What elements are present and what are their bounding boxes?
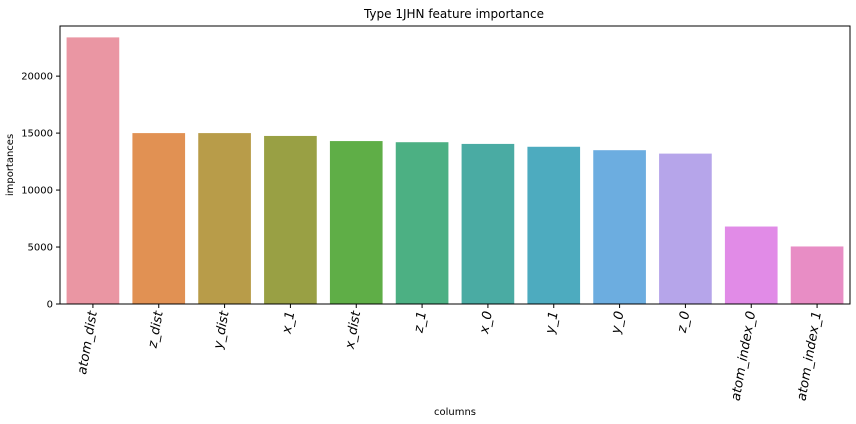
bar-y-dist bbox=[198, 133, 251, 304]
y-tick-label: 20000 bbox=[21, 72, 53, 83]
bar-x-dist bbox=[329, 141, 383, 304]
y-tick-label: 0 bbox=[47, 300, 53, 311]
x-tick-label: y_dist bbox=[211, 309, 233, 351]
x-tick-label: z_1 bbox=[411, 310, 430, 335]
plot-frame bbox=[59, 25, 851, 305]
x-tick-label: x_1 bbox=[280, 310, 299, 336]
x-axis-label: columns bbox=[434, 407, 476, 418]
x-axis-ticks: atom_dist z_dist y_dist x_1 x_dist z_1 x_0 y_1 y… bbox=[75, 304, 825, 402]
bar-atom-index-1 bbox=[790, 246, 844, 304]
x-tick-label: atom_index_0 bbox=[729, 310, 760, 402]
bar-atom-index-0 bbox=[724, 226, 778, 304]
x-tick-label: y_1 bbox=[543, 310, 562, 336]
x-tick-label: x_dist bbox=[343, 309, 365, 351]
bar-atom-dist bbox=[66, 37, 120, 305]
bar-z-dist bbox=[132, 133, 186, 304]
chart-title: Type 1JHN feature importance bbox=[363, 7, 544, 21]
bar-x-0 bbox=[461, 143, 515, 304]
x-tick-label: x_0 bbox=[477, 310, 496, 336]
x-tick-label: y_0 bbox=[609, 310, 628, 336]
bar-y-0 bbox=[593, 150, 646, 304]
y-axis-label: importances bbox=[5, 134, 16, 196]
bar-y-1 bbox=[527, 146, 581, 304]
y-axis-ticks: 0 5000 10000 15000 20000 bbox=[21, 72, 60, 311]
bar-x-1 bbox=[264, 135, 317, 304]
bar-z-0 bbox=[659, 153, 712, 304]
y-tick-label: 5000 bbox=[28, 243, 53, 254]
x-tick-label: atom_index_1 bbox=[794, 310, 825, 402]
x-tick-label: z_0 bbox=[675, 310, 694, 335]
y-tick-label: 15000 bbox=[21, 129, 53, 140]
bars-layer bbox=[66, 37, 844, 305]
y-tick-label: 10000 bbox=[21, 186, 53, 197]
x-tick-label: z_dist bbox=[145, 309, 167, 350]
x-tick-label: atom_dist bbox=[75, 309, 101, 375]
bar-z-1 bbox=[395, 142, 449, 304]
